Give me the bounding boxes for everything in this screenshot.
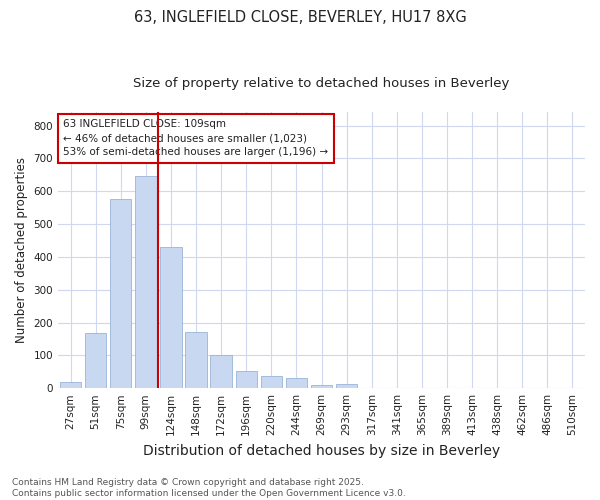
Bar xyxy=(286,378,307,388)
Bar xyxy=(311,385,332,388)
Bar xyxy=(160,247,182,388)
Text: 63, INGLEFIELD CLOSE, BEVERLEY, HU17 8XG: 63, INGLEFIELD CLOSE, BEVERLEY, HU17 8XG xyxy=(134,10,466,25)
Bar xyxy=(85,333,106,388)
Bar xyxy=(185,332,207,388)
Title: Size of property relative to detached houses in Beverley: Size of property relative to detached ho… xyxy=(133,78,510,90)
Bar xyxy=(260,376,282,388)
Bar xyxy=(336,384,357,388)
Bar xyxy=(211,356,232,388)
Y-axis label: Number of detached properties: Number of detached properties xyxy=(15,158,28,344)
X-axis label: Distribution of detached houses by size in Beverley: Distribution of detached houses by size … xyxy=(143,444,500,458)
Text: 63 INGLEFIELD CLOSE: 109sqm
← 46% of detached houses are smaller (1,023)
53% of : 63 INGLEFIELD CLOSE: 109sqm ← 46% of det… xyxy=(64,120,328,158)
Bar xyxy=(236,371,257,388)
Bar xyxy=(60,382,81,388)
Bar xyxy=(110,200,131,388)
Text: Contains HM Land Registry data © Crown copyright and database right 2025.
Contai: Contains HM Land Registry data © Crown c… xyxy=(12,478,406,498)
Bar xyxy=(135,176,157,388)
